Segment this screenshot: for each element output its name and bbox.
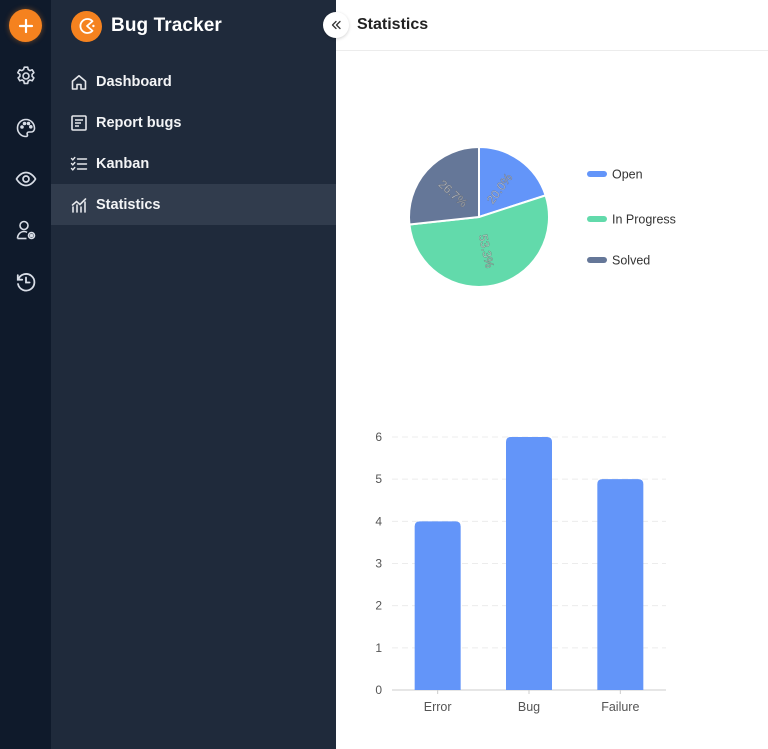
- bar-failure[interactable]: [597, 479, 644, 690]
- legend-item-in-progress[interactable]: In Progress: [587, 213, 676, 227]
- checklist-icon: [70, 155, 88, 173]
- y-tick-label: 6: [375, 430, 382, 444]
- y-tick-label: 2: [375, 599, 382, 613]
- sidebar-item-report-bugs[interactable]: Report bugs: [51, 102, 336, 143]
- document-icon: [70, 114, 88, 132]
- legend-item-solved[interactable]: Solved: [587, 254, 650, 268]
- sidebar-item-label: Kanban: [96, 155, 150, 172]
- sidebar-item-kanban[interactable]: Kanban: [51, 143, 336, 184]
- rail-settings-button[interactable]: [0, 58, 51, 94]
- collapse-sidebar-button[interactable]: [323, 12, 349, 38]
- sidebar-item-dashboard[interactable]: Dashboard: [51, 61, 336, 102]
- icon-rail: [0, 0, 51, 749]
- user-gear-icon: [16, 220, 35, 240]
- sidebar-item-label: Dashboard: [96, 73, 172, 90]
- statistics-charts: 20.0%53.3%26.7% Open In Progress Solved 0 1…: [375, 145, 676, 714]
- rail-user-settings-button[interactable]: [0, 212, 51, 248]
- legend-swatch: [587, 216, 607, 222]
- main-content: Statistics 20.0% 53.3% 26.7% Open In Progre…: [336, 0, 768, 749]
- gear-icon: [16, 66, 35, 85]
- y-tick-label: 3: [375, 557, 382, 571]
- sidebar-nav: Dashboard Report bugs Kanban Statistics: [51, 61, 336, 225]
- sidebar-item-label: Report bugs: [96, 114, 182, 131]
- y-tick-label: 5: [375, 472, 382, 486]
- palette-icon: [16, 118, 35, 138]
- pie-slice-solved[interactable]: [408, 145, 480, 226]
- legend-swatch: [587, 171, 607, 177]
- pacman-icon: [79, 18, 95, 34]
- add-button[interactable]: [9, 9, 42, 42]
- rail-history-button[interactable]: [0, 264, 51, 300]
- category-bar-chart[interactable]: 0 1 2 3 4 5 6 Error Bug Failure: [375, 430, 666, 714]
- legend-label: In Progress: [612, 213, 676, 227]
- y-tick-label: 0: [375, 683, 382, 697]
- page-title: Statistics: [357, 16, 429, 33]
- status-pie-chart[interactable]: 20.0%53.3%26.7%: [408, 145, 550, 288]
- home-icon: [70, 73, 88, 91]
- history-icon: [16, 273, 35, 292]
- plus-icon: [18, 18, 33, 33]
- pie-legend: Open In Progress Solved: [587, 168, 676, 268]
- bar-bug[interactable]: [506, 437, 552, 690]
- double-chevron-left-icon: [331, 20, 341, 30]
- y-tick-label: 4: [375, 514, 382, 528]
- pie-slice-open[interactable]: [478, 145, 547, 219]
- pie-slice-in-progress[interactable]: [408, 194, 550, 288]
- legend-item-open[interactable]: Open: [587, 168, 643, 182]
- sidebar: Bug Tracker Dashboard Report bugs Kanban: [51, 0, 336, 749]
- y-tick-label: 1: [375, 641, 382, 655]
- rail-theme-button[interactable]: [0, 110, 51, 146]
- chart-icon: [70, 196, 88, 214]
- eye-icon: [15, 171, 36, 187]
- bug-tracker-logo-icon: [71, 10, 102, 42]
- sidebar-item-label: Statistics: [96, 196, 161, 213]
- brand[interactable]: Bug Tracker: [71, 10, 222, 42]
- x-tick-label: Failure: [601, 700, 639, 714]
- legend-label: Solved: [612, 254, 650, 268]
- bar-error[interactable]: [414, 521, 461, 690]
- x-tick-label: Error: [424, 700, 452, 714]
- app-title: Bug Tracker: [111, 15, 222, 36]
- legend-label: Open: [612, 168, 643, 182]
- rail-view-button[interactable]: [0, 161, 51, 197]
- x-tick-label: Bug: [518, 700, 540, 714]
- sidebar-item-statistics[interactable]: Statistics: [51, 184, 336, 225]
- page-header: Statistics: [336, 0, 768, 51]
- legend-swatch: [587, 257, 607, 263]
